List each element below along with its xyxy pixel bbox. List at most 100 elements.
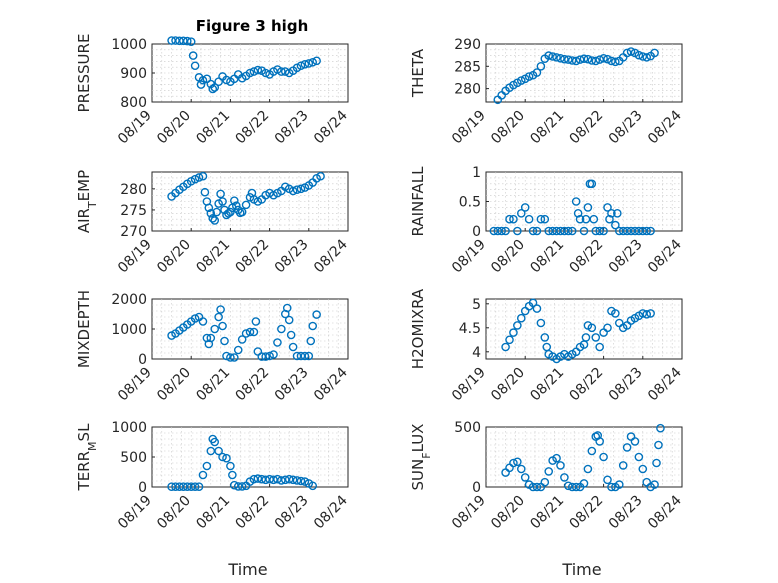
data-point <box>296 61 306 71</box>
data-point <box>652 458 661 468</box>
data-point <box>536 214 546 224</box>
data-point <box>599 452 608 462</box>
data-point <box>233 345 243 355</box>
y-tick-label: 4 <box>472 345 481 361</box>
data-point <box>587 56 597 65</box>
y-tick-label: 1000 <box>111 420 147 436</box>
data-point <box>269 350 278 359</box>
data-point <box>304 59 314 68</box>
x-tick-label: 08/24 <box>645 107 685 147</box>
data-point <box>222 351 231 361</box>
data-point <box>607 208 616 218</box>
data-point <box>630 437 640 446</box>
data-point <box>277 324 286 334</box>
y-tick-label: 270 <box>120 224 147 240</box>
data-point <box>536 62 546 71</box>
data-point <box>222 75 231 85</box>
data-point <box>614 480 624 489</box>
x-tick-label: 08/19 <box>449 493 489 533</box>
data-point <box>642 226 652 236</box>
data-point <box>304 351 314 361</box>
x-tick-label: 08/24 <box>645 492 685 532</box>
data-point <box>188 51 198 60</box>
data-point <box>237 207 247 217</box>
data-point <box>501 226 510 236</box>
x-tick-label: 08/24 <box>311 236 351 276</box>
data-point <box>306 336 316 346</box>
y-tick-label: 275 <box>120 203 147 219</box>
data-point <box>212 207 221 217</box>
data-point <box>241 329 251 338</box>
data-point <box>564 481 573 491</box>
x-tick-label: 08/23 <box>606 237 646 277</box>
x-tick-label: 08/21 <box>193 493 233 533</box>
data-point <box>516 76 526 85</box>
data-point <box>611 309 620 318</box>
data-point <box>214 312 223 322</box>
y-axis-label: PRESSURE <box>75 34 93 113</box>
y-axis-label: H2OMIXRA <box>409 288 427 369</box>
data-point <box>626 47 636 56</box>
data-point <box>650 48 659 58</box>
data-point <box>618 461 628 470</box>
data-point <box>237 335 247 344</box>
x-tick-label: 08/19 <box>115 365 155 405</box>
y-tick-label: 900 <box>120 66 147 82</box>
data-point <box>587 323 597 333</box>
data-point <box>622 443 632 452</box>
data-point <box>532 68 542 77</box>
data-point <box>198 470 208 480</box>
data-point <box>524 214 534 224</box>
data-point <box>552 453 561 463</box>
data-point <box>579 54 589 64</box>
data-point <box>589 214 599 224</box>
data-point <box>603 54 612 64</box>
data-point <box>228 470 237 480</box>
data-point <box>505 214 514 224</box>
data-point <box>587 446 597 456</box>
x-tick-label: 08/21 <box>527 108 567 148</box>
data-point <box>634 50 644 60</box>
data-point <box>308 57 318 67</box>
data-point <box>296 184 306 194</box>
data-point <box>224 208 233 218</box>
data-point <box>520 203 530 212</box>
x-tick-label: 08/22 <box>567 493 607 533</box>
y-tick-label: 280 <box>120 182 147 198</box>
data-point <box>251 317 261 326</box>
data-point <box>220 336 229 346</box>
data-point <box>282 303 292 313</box>
data-point <box>564 226 573 236</box>
data-point <box>583 203 593 212</box>
y-tick-label: 280 <box>454 82 481 98</box>
subplot-1: 08/19 08/20 08/21 08/22 08/23 08/24 800 900 1000… <box>75 17 351 147</box>
x-tick-label: 08/19 <box>115 108 155 148</box>
data-point <box>249 67 259 76</box>
subplot-4: 08/19 08/20 08/21 08/22 08/23 08/24 0 0.5 1 RAINF… <box>409 165 685 276</box>
data-point <box>198 171 208 181</box>
data-point <box>611 220 620 230</box>
y-tick-label: 500 <box>454 420 481 436</box>
x-tick-label: 08/20 <box>488 365 528 405</box>
x-tick-label: 08/21 <box>527 237 567 277</box>
data-point <box>316 171 325 181</box>
data-point <box>218 452 227 462</box>
x-tick-label: 08/24 <box>311 364 351 404</box>
data-point <box>208 84 218 94</box>
x-tick-label: 08/19 <box>449 237 489 277</box>
data-point <box>222 453 231 463</box>
data-point <box>190 61 200 71</box>
data-point <box>532 304 542 313</box>
x-tick-label: 08/23 <box>606 108 646 148</box>
x-tick-label: 08/19 <box>115 493 155 533</box>
data-point <box>179 36 188 46</box>
data-point <box>599 226 608 236</box>
data-point <box>300 351 310 361</box>
data-point <box>595 437 604 446</box>
data-point <box>556 461 565 470</box>
y-tick-label: 0.5 <box>459 195 481 211</box>
y-axis-label: THETA <box>409 48 427 98</box>
data-point <box>308 321 318 331</box>
data-point <box>603 475 612 485</box>
y-tick-label: 4.5 <box>459 321 481 337</box>
